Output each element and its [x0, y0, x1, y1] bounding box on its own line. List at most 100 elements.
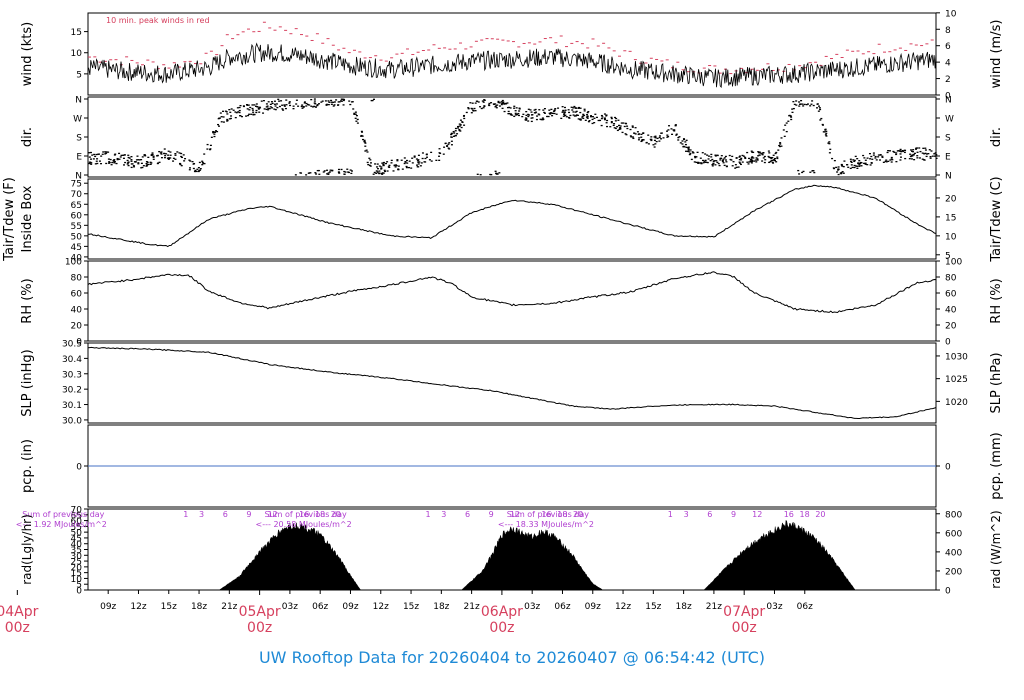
rad-ytick-label-left: 70: [71, 506, 83, 516]
temp-ytick-label-right: 15: [945, 213, 956, 223]
rad-hour-marker: 16: [299, 510, 309, 519]
temp-ytick-label-right: 20: [945, 194, 957, 204]
slp-ytick-label-left: 30.5: [62, 340, 82, 350]
rad-area-day3: [703, 519, 856, 591]
slp-ytick-label-left: 30.4: [62, 355, 82, 365]
rad-ytick-label-left: 35: [71, 546, 82, 556]
slp-series-line: [87, 346, 937, 419]
rad-hour-marker: 9: [731, 510, 736, 519]
wind-ylabel-right: wind (m/s): [989, 20, 1004, 89]
temp-ytick-label-left: 60: [71, 211, 83, 221]
rad-ytick-label-right: 0: [945, 587, 951, 597]
rad-hour-marker: 18: [315, 510, 325, 519]
rad-ytick-label-left: 30: [71, 552, 83, 562]
rad-ytick-label-left: 45: [71, 534, 82, 544]
wind-ytick-label-right: 10: [945, 9, 957, 19]
rh-ylabel-left: RH (%): [20, 278, 35, 323]
slp-ytick-label-left: 30.2: [62, 386, 82, 396]
date-label: 05Apr: [239, 604, 281, 620]
rad-hour-marker: 20: [573, 510, 583, 519]
date-sublabel: 00z: [732, 620, 757, 636]
dir-ytick-label-left: W: [73, 115, 82, 125]
rad-ytick-label-left: 5: [76, 581, 82, 591]
rh-ytick-label-left: 80: [71, 274, 83, 284]
temp-ytick-label-left: 55: [71, 222, 82, 232]
wind-panel-frame: [87, 12, 937, 96]
dir-ytick-label-right: E: [945, 153, 951, 163]
date-sublabel: 00z: [489, 620, 514, 636]
rad-ytick-label-right: 400: [945, 548, 962, 558]
wind-ytick-label-right: 4: [945, 59, 951, 69]
rad-hour-marker: 12: [752, 510, 762, 519]
temp-ytick-label-right: 5: [945, 251, 951, 261]
temp-ylabel-left2: Inside Box: [20, 185, 35, 252]
temp-ytick-label-left: 40: [71, 253, 83, 263]
dir-ytick-label-right: S: [945, 134, 951, 144]
x-tick-label: 09z: [342, 602, 358, 612]
x-tick-label: 09z: [100, 602, 116, 612]
x-tick-label: 18z: [191, 602, 207, 612]
rad-hour-marker: 3: [684, 510, 689, 519]
rad-annotation-line2: <--- 1.92 MJoules/m^2: [16, 520, 107, 529]
rad-hour-marker: 20: [331, 510, 341, 519]
rad-area-day2: [460, 526, 604, 591]
rh-series-line: [87, 271, 937, 314]
temp-panel-frame: [87, 178, 937, 260]
temp-ytick-label-left: 50: [71, 232, 83, 242]
rh-ytick-label-left: 40: [71, 306, 83, 316]
x-tick-label: 15z: [403, 602, 419, 612]
rad-ytick-label-left: 0: [76, 587, 82, 597]
rad-ytick-label-left: 15: [71, 569, 82, 579]
x-tick-label: 06z: [554, 602, 570, 612]
slp-ylabel-right: SLP (hPa): [989, 352, 1004, 413]
date-label: 06Apr: [481, 604, 523, 620]
wind-ytick-label-left: 10: [71, 49, 83, 59]
page-title: UW Rooftop Data for 20260404 to 20260407…: [258, 648, 766, 667]
rad-hour-marker: 9: [246, 510, 251, 519]
slp-ytick-label-left: 30.0: [62, 416, 82, 426]
x-tick-label: 09z: [585, 602, 601, 612]
rad-hour-marker: 20: [815, 510, 825, 519]
rad-hour-marker: 12: [268, 510, 278, 519]
wind-ytick-label-left: 15: [71, 28, 82, 38]
rh-ytick-label-right: 20: [945, 322, 957, 332]
rad-hour-marker: 1: [183, 510, 188, 519]
rad-ytick-label-left: 25: [71, 558, 82, 568]
rad-ytick-label-right: 800: [945, 510, 962, 520]
rad-hour-marker: 3: [199, 510, 204, 519]
rad-hour-marker: 3: [441, 510, 446, 519]
x-tick-label: 03z: [766, 602, 782, 612]
rh-ytick-label-right: 0: [945, 338, 951, 348]
rh-ytick-label-left: 20: [71, 322, 83, 332]
rad-annotation-line1: Sum of previous day: [22, 510, 104, 519]
dir-ytick-label-left: E: [76, 153, 82, 163]
x-tick-label: 18z: [433, 602, 449, 612]
rad-hour-marker: 9: [489, 510, 494, 519]
rad-hour-marker: 12: [510, 510, 520, 519]
temp-ytick-label-left: 65: [71, 201, 82, 211]
rad-annotation-line1: Sum of previous day: [507, 510, 589, 519]
rad-ylabel-right: rad (W/m^2): [989, 510, 1003, 588]
rad-ytick-label-left: 10: [71, 575, 83, 585]
wind-ytick-label-right: 6: [945, 42, 951, 52]
rh-ytick-label-right: 80: [945, 274, 957, 284]
slp-ytick-label-right: 1030: [945, 352, 968, 362]
temp-ylabel-left: Tair/Tdew (F): [2, 177, 17, 262]
wind-ytick-label-right: 2: [945, 75, 951, 85]
rad-ytick-label-right: 600: [945, 529, 962, 539]
rad-ytick-label-left: 65: [71, 511, 82, 521]
rad-ytick-label-left: 20: [71, 563, 83, 573]
rh-ytick-label-right: 40: [945, 306, 957, 316]
rh-ytick-label-right: 100: [945, 258, 962, 268]
temp-ylabel-right: Tair/Tdew (C): [989, 176, 1004, 262]
dir-ytick-label-left: N: [75, 96, 82, 106]
x-tick-label: 03z: [524, 602, 540, 612]
rad-annotation-line2: <--- 20.58 MJoules/m^2: [256, 520, 352, 529]
x-tick-label: 12z: [130, 602, 146, 612]
slp-ytick-label-left: 30.3: [62, 370, 82, 380]
temp-ytick-label-left: 70: [71, 190, 83, 200]
dir-ylabel-right: dir.: [989, 127, 1004, 147]
dir-ytick-label-right: N: [945, 96, 952, 106]
dir-ylabel-left: dir.: [20, 127, 35, 147]
